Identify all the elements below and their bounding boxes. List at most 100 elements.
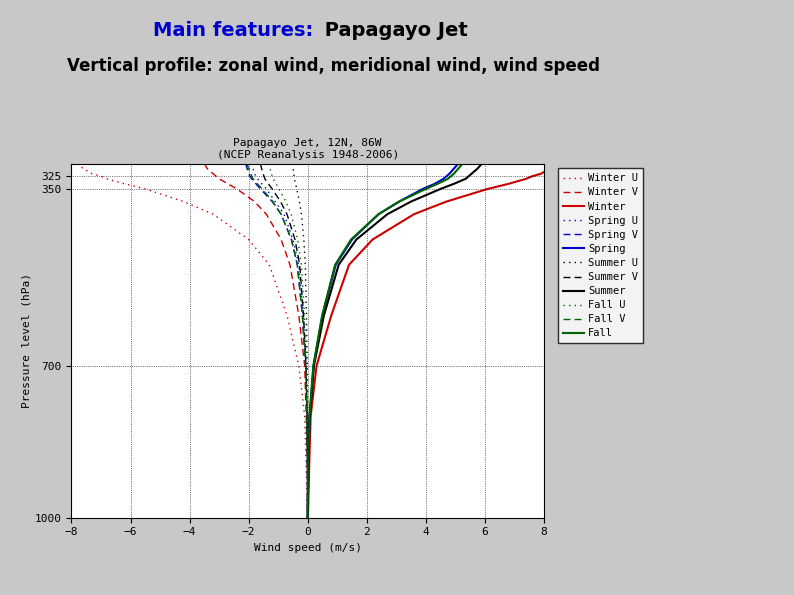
Summer V (291, 236, 300, 243)
Winter U (302, 464, 311, 471)
Spring V (256, 185, 265, 192)
Spring (331, 261, 341, 268)
Fall U (303, 413, 312, 420)
Summer V (259, 173, 268, 180)
Summer U (289, 173, 299, 180)
Spring V (298, 312, 307, 319)
Fall V (242, 160, 252, 167)
Summer V (258, 170, 268, 177)
Fall U (293, 236, 303, 243)
Line: Summer U: Summer U (293, 164, 308, 518)
Spring U (252, 175, 262, 182)
Line: Fall: Fall (308, 164, 463, 518)
Winter U (303, 514, 312, 521)
Winter V (223, 180, 233, 187)
Fall U (268, 173, 277, 180)
Spring (395, 198, 404, 205)
Spring V (251, 180, 260, 187)
Summer U (289, 170, 299, 177)
Winter (522, 175, 531, 182)
Summer V (299, 312, 308, 319)
Summer V (264, 180, 273, 187)
Spring (449, 165, 459, 172)
Spring U (250, 170, 260, 177)
Summer U (303, 514, 313, 521)
Fall U (299, 312, 309, 319)
Spring U (279, 211, 289, 218)
Summer V (303, 514, 313, 521)
Summer (303, 464, 313, 471)
Fall (346, 236, 356, 243)
Summer (319, 312, 329, 319)
Summer (352, 236, 361, 243)
Winter V (303, 514, 313, 521)
Spring U (271, 198, 280, 205)
Winter V (261, 211, 271, 218)
Spring V (303, 464, 312, 471)
Spring U (261, 185, 271, 192)
Summer V (260, 175, 270, 182)
Summer (383, 211, 392, 218)
Fall U (268, 175, 278, 182)
Fall U (264, 160, 274, 167)
Spring (430, 180, 439, 187)
Spring V (268, 198, 277, 205)
Summer V (282, 211, 291, 218)
Spring V (244, 170, 253, 177)
Summer (464, 173, 473, 180)
Spring (441, 173, 451, 180)
Summer V (256, 160, 265, 167)
Summer U (288, 165, 298, 172)
Winter V (276, 236, 286, 243)
Fall (449, 170, 459, 177)
Fall U (303, 514, 313, 521)
Spring V (247, 175, 256, 182)
Fall U (267, 170, 276, 177)
Summer V (301, 362, 310, 369)
Fall V (257, 185, 267, 192)
Winter U (179, 198, 188, 205)
Winter (554, 160, 564, 167)
Spring (418, 185, 428, 192)
Fall V (287, 236, 296, 243)
Summer U (301, 261, 310, 268)
Spring U (303, 413, 312, 420)
Winter U (79, 165, 88, 172)
Spring (305, 413, 314, 420)
Spring V (303, 413, 312, 420)
Spring U (257, 180, 267, 187)
Summer (472, 165, 482, 172)
Winter (441, 198, 451, 205)
Winter U (87, 170, 97, 177)
Fall U (281, 198, 291, 205)
Fall U (272, 180, 281, 187)
Spring V (242, 165, 252, 172)
Fall (309, 362, 318, 369)
Fall V (303, 464, 312, 471)
Winter U (244, 236, 253, 243)
Spring (309, 362, 318, 369)
Summer U (295, 198, 304, 205)
Spring V (292, 261, 302, 268)
Winter U (264, 261, 274, 268)
Winter V (250, 198, 260, 205)
Winter (326, 312, 336, 319)
Winter V (232, 185, 241, 192)
Fall V (292, 261, 302, 268)
Fall V (247, 173, 256, 180)
Fall (303, 464, 313, 471)
Summer U (303, 413, 312, 420)
Fall (421, 185, 430, 192)
Spring U (249, 165, 258, 172)
Winter (545, 165, 554, 172)
Summer (467, 170, 476, 177)
Winter (527, 173, 537, 180)
Winter U (72, 160, 82, 167)
Fall V (244, 165, 253, 172)
Spring V (301, 362, 310, 369)
Winter U (141, 185, 150, 192)
Summer U (299, 236, 309, 243)
Fall V (298, 312, 307, 319)
Line: Winter: Winter (308, 164, 559, 518)
Text: Papagayo Jet: Papagayo Jet (318, 21, 468, 40)
